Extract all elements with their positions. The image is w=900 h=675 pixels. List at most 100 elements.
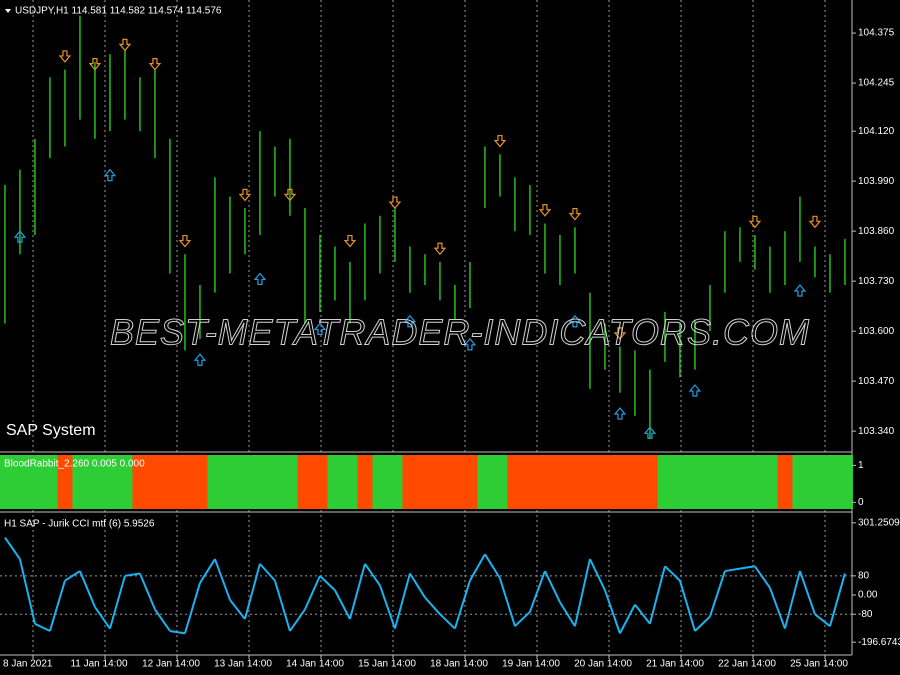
signal-arrow xyxy=(808,215,822,229)
y-tick-label: 1 xyxy=(858,460,864,471)
cci-line xyxy=(694,615,711,632)
x-tick-label: 13 Jan 14:00 xyxy=(214,659,272,670)
cci-line xyxy=(124,572,141,577)
y-tick-label: 80 xyxy=(858,570,870,581)
y-tick-label: -80 xyxy=(858,609,873,620)
state-block xyxy=(207,455,223,509)
state-block xyxy=(822,455,838,509)
state-block xyxy=(87,455,103,509)
x-tick-label: 15 Jan 14:00 xyxy=(358,659,416,670)
cci-line xyxy=(484,553,501,579)
cci-line xyxy=(424,596,441,615)
cci-line xyxy=(169,629,186,635)
state-block xyxy=(552,455,568,509)
cci-line xyxy=(94,606,111,630)
state-block xyxy=(507,455,523,509)
state-block xyxy=(192,455,208,509)
state-block xyxy=(627,455,643,509)
signal-arrow xyxy=(568,208,582,221)
cci-line xyxy=(453,580,471,629)
cci-line xyxy=(589,558,606,591)
state-block xyxy=(702,455,718,509)
cci-line xyxy=(334,589,351,620)
state-block xyxy=(72,455,88,509)
signal-arrow xyxy=(403,314,417,328)
state-block xyxy=(492,455,508,509)
cci-line xyxy=(439,613,456,630)
state-block xyxy=(177,455,193,509)
cci-line xyxy=(573,558,591,627)
state-block xyxy=(717,455,733,509)
cci-line xyxy=(498,577,516,627)
cci-line xyxy=(34,622,51,632)
cci-line xyxy=(199,558,216,584)
y-tick-label: 0 xyxy=(858,497,864,508)
cci-line xyxy=(544,570,561,603)
signal-arrow xyxy=(178,234,192,248)
state-block xyxy=(357,455,373,509)
watermark: BEST-METATRADER-INDICATORS.COM xyxy=(110,312,810,353)
state-block xyxy=(567,455,583,509)
cci-line xyxy=(678,580,696,632)
state-block xyxy=(762,455,778,509)
signal-arrow xyxy=(148,58,162,71)
state-block xyxy=(132,455,148,509)
state-block xyxy=(222,455,238,509)
state-block xyxy=(537,455,553,509)
state-block xyxy=(342,455,358,509)
cci-line xyxy=(604,589,621,634)
x-tick-label: 8 Jan 2021 xyxy=(3,659,53,670)
cci-line xyxy=(783,570,801,629)
cci-line xyxy=(709,570,726,617)
cci-line xyxy=(183,582,201,634)
cci-line xyxy=(214,558,231,601)
cci-line xyxy=(648,566,666,625)
state-block xyxy=(417,455,433,509)
state-block xyxy=(792,455,808,509)
cci-line xyxy=(108,575,126,629)
x-tick-label: 20 Jan 14:00 xyxy=(574,659,632,670)
cci-line xyxy=(273,580,291,632)
cci-line xyxy=(559,601,576,627)
y-tick-label: 103.730 xyxy=(858,276,895,287)
state-block xyxy=(0,455,13,509)
state-block xyxy=(777,455,793,509)
signal-arrow xyxy=(253,272,267,286)
state-block xyxy=(387,455,403,509)
state-block xyxy=(117,455,133,509)
state-block xyxy=(42,455,58,509)
cci-line xyxy=(724,567,741,573)
cci-line xyxy=(754,565,771,589)
cci-line xyxy=(409,572,426,598)
indicator-title: BloodRabbit_2.260 0.005 0.000 xyxy=(4,459,145,470)
x-tick-label: 11 Jan 14:00 xyxy=(70,659,128,670)
signal-arrow xyxy=(388,196,402,210)
signal-arrow xyxy=(118,38,132,52)
menu-triangle[interactable] xyxy=(5,9,11,13)
state-block xyxy=(27,455,43,509)
cci-line xyxy=(348,563,366,620)
cci-line xyxy=(769,587,786,629)
signal-arrow xyxy=(568,314,582,328)
y-tick-label: 104.120 xyxy=(858,126,895,137)
state-block xyxy=(657,455,673,509)
signal-arrow xyxy=(493,134,507,148)
cci-line xyxy=(304,575,321,610)
x-tick-label: 19 Jan 14:00 xyxy=(502,659,560,670)
state-block xyxy=(747,455,763,509)
signal-arrow xyxy=(103,168,117,182)
y-tick-label: 103.860 xyxy=(858,226,895,237)
chart-title: USDJPY,H1 114.581 114.582 114.574 114.57… xyxy=(15,6,222,17)
cci-line xyxy=(814,613,831,627)
signal-arrow xyxy=(643,426,657,439)
signal-arrow xyxy=(433,242,447,256)
y-tick-label: -196.6743 xyxy=(858,637,900,648)
state-block xyxy=(237,455,253,509)
state-block xyxy=(147,455,163,509)
state-block xyxy=(297,455,313,509)
signal-arrow xyxy=(13,230,27,243)
y-tick-label: 103.470 xyxy=(858,376,895,387)
cci-line xyxy=(828,573,846,627)
